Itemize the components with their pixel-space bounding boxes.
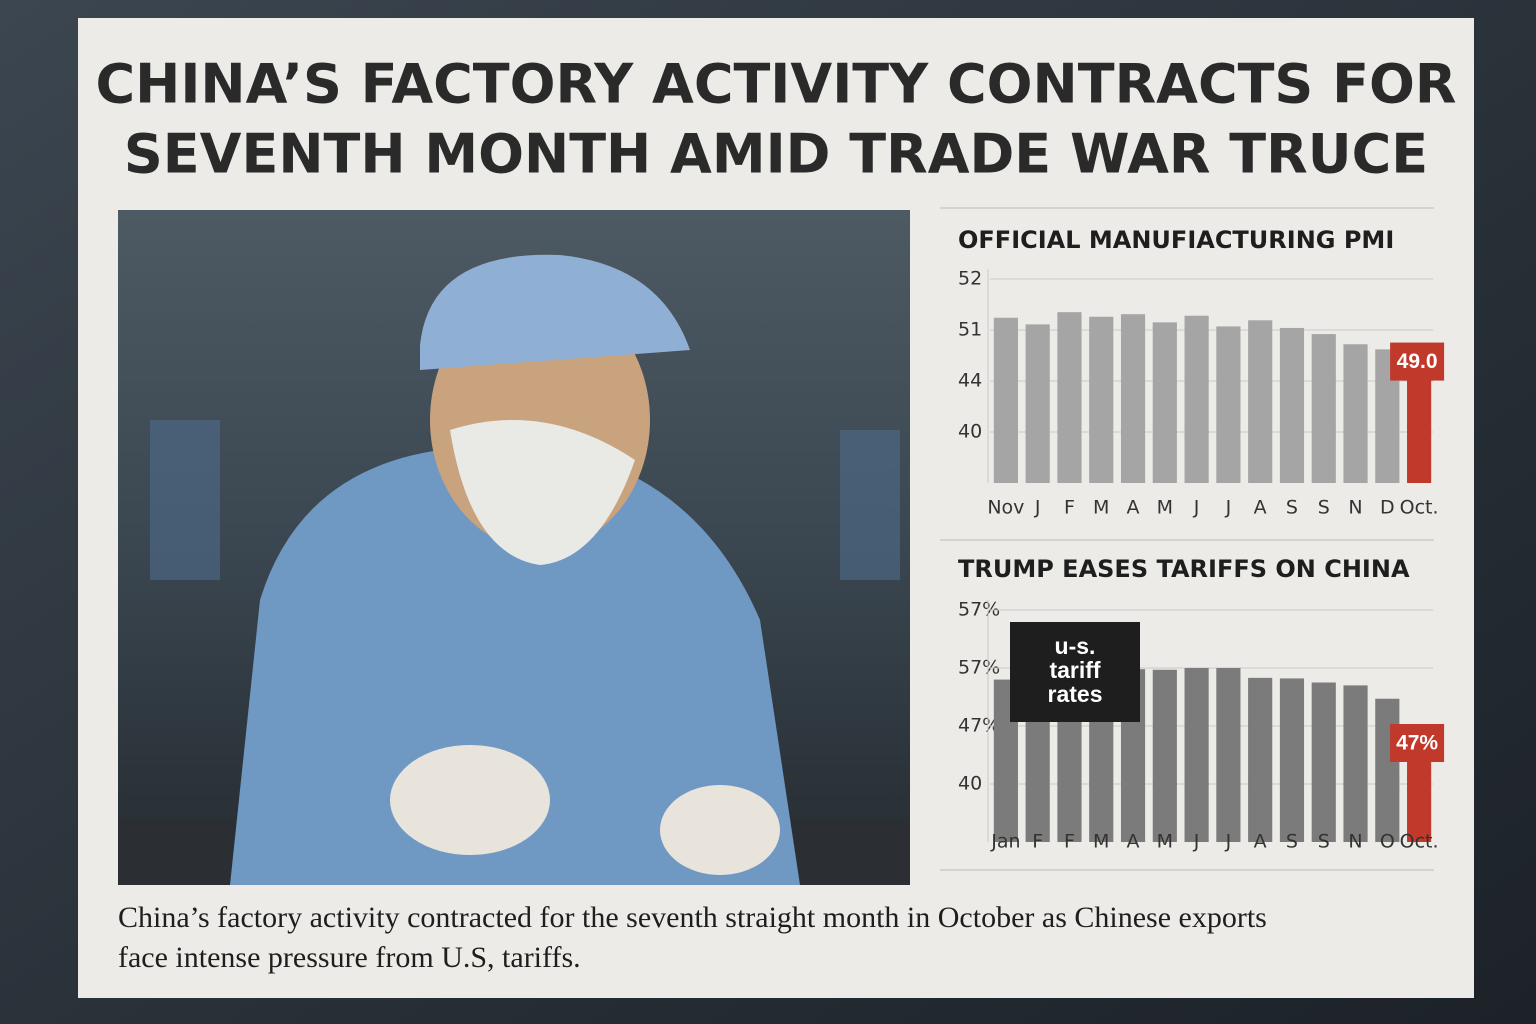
title-line: SEVENTH MONTH AMID TRADE WAR TRUCE bbox=[124, 123, 1428, 186]
bar bbox=[1216, 668, 1241, 842]
y-tick-label: 51 bbox=[958, 319, 982, 341]
x-tick-label: Oct. bbox=[1400, 497, 1439, 519]
caption-line: China’s factory activity contracted for … bbox=[118, 901, 1267, 934]
bar bbox=[1152, 669, 1177, 842]
annotation-box bbox=[1010, 622, 1140, 722]
x-tick-label: M bbox=[1093, 831, 1109, 853]
x-tick-label: A bbox=[1254, 831, 1267, 853]
y-tick-label: 40 bbox=[958, 421, 982, 443]
x-tick-label: A bbox=[1254, 497, 1267, 519]
annotation-line: u-s. bbox=[1055, 633, 1096, 659]
x-tick-label: M bbox=[1157, 497, 1173, 519]
bar bbox=[1343, 685, 1368, 842]
x-tick-label: J bbox=[1034, 497, 1041, 519]
value-label-box bbox=[1390, 724, 1445, 762]
x-tick-label: D bbox=[1380, 497, 1395, 519]
y-tick-label: 57% bbox=[958, 599, 1000, 621]
bar bbox=[1025, 324, 1050, 483]
x-tick-label: Oct. bbox=[1400, 831, 1439, 853]
y-tick-label: 52 bbox=[958, 268, 982, 290]
bar bbox=[1279, 327, 1305, 483]
title-line: CHINA’S FACTORY ACTIVITY CONTRACTS FOR bbox=[96, 53, 1457, 116]
x-tick-label: F bbox=[1064, 497, 1075, 519]
photo bbox=[118, 210, 910, 885]
value-label-box bbox=[1390, 342, 1445, 381]
annotation-line: rates bbox=[1048, 681, 1103, 707]
x-tick-label: A bbox=[1127, 497, 1140, 519]
bar bbox=[1184, 668, 1209, 842]
bar bbox=[1375, 698, 1400, 842]
bar bbox=[1152, 322, 1177, 483]
x-tick-label: S bbox=[1286, 497, 1298, 519]
caption-line: face intense pressure from U.S, tariffs. bbox=[118, 941, 581, 974]
x-tick-label: J bbox=[1193, 497, 1200, 519]
bar bbox=[1184, 315, 1209, 483]
bar bbox=[1216, 326, 1241, 483]
bar bbox=[1279, 678, 1305, 842]
bar bbox=[1343, 344, 1368, 483]
x-tick-label: F bbox=[1032, 831, 1043, 853]
x-tick-label: M bbox=[1093, 497, 1109, 519]
x-tick-label: F bbox=[1064, 831, 1075, 853]
x-tick-label: J bbox=[1225, 831, 1232, 853]
value-label: 49.0 bbox=[1397, 350, 1438, 373]
x-tick-label: S bbox=[1318, 831, 1330, 853]
annotation-line: tariff bbox=[1049, 657, 1100, 683]
x-tick-label: O bbox=[1380, 831, 1395, 853]
x-tick-label: A bbox=[1127, 831, 1140, 853]
y-tick-label: 44 bbox=[958, 370, 982, 392]
x-tick-label: Nov bbox=[987, 497, 1024, 519]
x-tick-label: N bbox=[1348, 497, 1362, 519]
x-tick-label: S bbox=[1286, 831, 1298, 853]
chart-title: OFFICIAL MANUFIACTURING PMI bbox=[958, 226, 1394, 254]
x-tick-label: Jan bbox=[990, 831, 1020, 853]
x-tick-label: S bbox=[1318, 497, 1330, 519]
bar bbox=[1057, 312, 1082, 483]
bar bbox=[1248, 677, 1273, 842]
x-tick-label: N bbox=[1348, 831, 1362, 853]
x-tick-label: M bbox=[1157, 831, 1173, 853]
bar bbox=[1089, 316, 1114, 483]
bar bbox=[1248, 320, 1273, 483]
x-tick-label: J bbox=[1193, 831, 1200, 853]
bar bbox=[1120, 314, 1146, 483]
x-tick-label: J bbox=[1225, 497, 1232, 519]
value-label: 47% bbox=[1396, 732, 1438, 755]
chart-title: TRUMP EASES TARIFFS ON CHINA bbox=[958, 555, 1410, 583]
bar bbox=[1311, 682, 1336, 842]
bar bbox=[993, 317, 1018, 483]
y-tick-label: 40 bbox=[958, 773, 982, 795]
y-tick-label: 47% bbox=[958, 715, 1000, 737]
bar bbox=[1311, 334, 1336, 483]
y-tick-label: 57% bbox=[958, 657, 1000, 679]
